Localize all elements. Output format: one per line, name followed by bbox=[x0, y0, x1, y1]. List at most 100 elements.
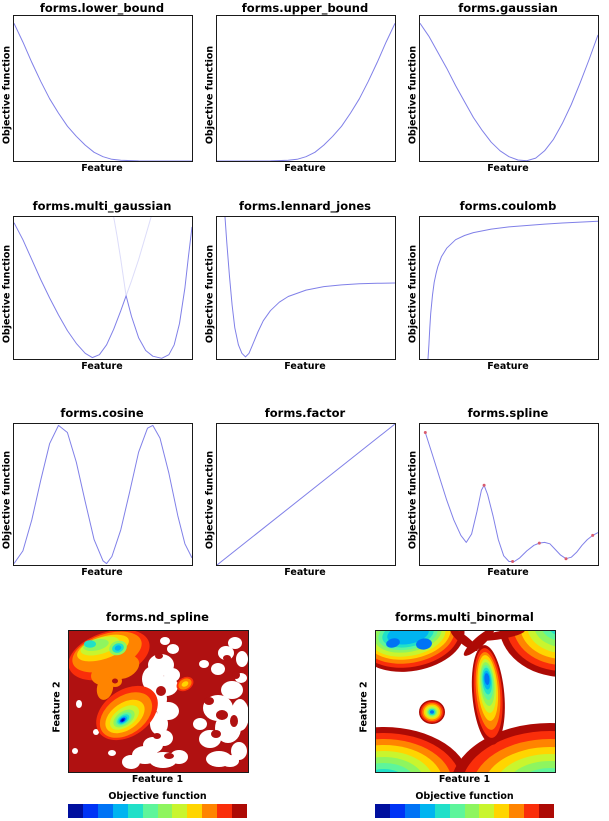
plot-area bbox=[216, 423, 396, 566]
subplot-factor: forms.factor Objective function Feature bbox=[203, 403, 406, 599]
y-axis-label-text: Objective function bbox=[1, 450, 13, 550]
contour-local-dip-donut bbox=[108, 675, 122, 687]
plot-area bbox=[419, 423, 599, 566]
plot-title: forms.lennard_jones bbox=[239, 199, 371, 213]
series-lennard_jones bbox=[224, 217, 395, 358]
series-cosine bbox=[14, 424, 192, 565]
plot-title: forms.lower_bound bbox=[39, 1, 165, 15]
spline-knot-marker bbox=[537, 541, 541, 545]
plot-area bbox=[419, 216, 599, 360]
colorbar-segment bbox=[112, 804, 128, 818]
contour-corner-basin-bottom-right bbox=[453, 723, 555, 772]
colorbar-segment bbox=[202, 804, 218, 818]
colorbar-segment bbox=[172, 804, 188, 818]
plot-area bbox=[419, 15, 599, 162]
contour-red-islands bbox=[153, 653, 240, 759]
subplot-nd-spline: forms.nd_spline Feature 2 bbox=[0, 608, 304, 821]
colorbar-segment bbox=[97, 804, 113, 818]
subplot-cosine: forms.cosine Objective function Feature bbox=[0, 403, 203, 599]
plot-title: forms.upper_bound bbox=[241, 1, 369, 15]
plot-title: forms.multi_binormal bbox=[395, 610, 534, 624]
y-axis-label-text: Objective function bbox=[204, 45, 216, 145]
colorbar-segment bbox=[389, 804, 405, 818]
y-axis-label-text: Objective function bbox=[204, 244, 216, 344]
colorbar-segment bbox=[464, 804, 480, 818]
contour-plot-multi-binormal bbox=[375, 630, 556, 773]
y-axis-label-text: Objective function bbox=[407, 450, 419, 550]
colorbar-segment bbox=[524, 804, 540, 818]
x-axis-label: Feature bbox=[487, 567, 529, 578]
subplot-multi-gaussian: forms.multi_gaussian Objective function … bbox=[0, 196, 203, 392]
subplot-gaussian: forms.gaussian Objective function Featur… bbox=[406, 0, 609, 196]
contour-ridge-bands-top bbox=[450, 631, 525, 656]
x-axis-label: Feature bbox=[81, 163, 123, 174]
contour-global-minimum-basin bbox=[96, 685, 158, 741]
colorbar-segment bbox=[82, 804, 98, 818]
x-axis-label: Feature 1 bbox=[438, 774, 491, 785]
colorbar-segment bbox=[232, 804, 248, 818]
plot-title: forms.gaussian bbox=[458, 1, 558, 15]
subplot-multi-binormal: forms.multi_binormal Feature 2 bbox=[307, 608, 609, 821]
contour-basin-small-ring bbox=[419, 700, 445, 724]
y-axis-label-text: Feature 2 bbox=[51, 681, 63, 733]
y-axis-label-text: Objective function bbox=[1, 244, 13, 344]
contour-local-dip-small bbox=[176, 676, 194, 692]
series-gaussian2_upper_branch bbox=[113, 217, 127, 296]
x-axis-label: Feature bbox=[487, 163, 529, 174]
subplot-lennard-jones: forms.lennard_jones Objective function F… bbox=[203, 196, 406, 392]
plot-title: forms.factor bbox=[264, 406, 346, 420]
plot-area bbox=[216, 15, 396, 162]
x-axis-label: Feature bbox=[284, 163, 326, 174]
plot-area bbox=[13, 423, 193, 566]
contour-basin-upper-left bbox=[69, 631, 150, 700]
x-axis-label: Feature bbox=[81, 567, 123, 578]
series-upper_bound bbox=[217, 23, 395, 161]
x-axis-label: Feature bbox=[284, 567, 326, 578]
x-axis-label: Feature bbox=[487, 361, 529, 372]
subplot-spline: forms.spline Objective function Feature bbox=[406, 403, 609, 599]
series-combined_minimum bbox=[14, 222, 192, 359]
x-axis-label: Feature 1 bbox=[131, 774, 184, 785]
colorbar-label: Objective function bbox=[108, 791, 207, 802]
spline-knot-marker bbox=[482, 483, 486, 487]
colorbar-segment bbox=[494, 804, 510, 818]
subplot-coulomb: forms.coulomb Objective function Feature bbox=[406, 196, 609, 392]
colorbar-segment bbox=[187, 804, 203, 818]
x-axis-label: Feature bbox=[284, 361, 326, 372]
series-gaussian1_upper_branch bbox=[125, 217, 152, 296]
y-axis-label-text: Feature 2 bbox=[358, 681, 370, 733]
colorbar-segment bbox=[142, 804, 158, 818]
series-gaussian_well bbox=[420, 23, 598, 161]
colorbar-segment bbox=[419, 804, 435, 818]
colorbar-segment bbox=[217, 804, 233, 818]
colorbar-segment bbox=[404, 804, 420, 818]
plot-area bbox=[13, 15, 193, 162]
colorbar bbox=[375, 804, 555, 818]
plot-title: forms.nd_spline bbox=[106, 610, 209, 624]
colorbar-segment bbox=[157, 804, 173, 818]
subplot-lower-bound: forms.lower_bound Objective function Fea… bbox=[0, 0, 203, 196]
spline-knot-marker bbox=[591, 533, 595, 537]
series-coulomb bbox=[427, 220, 598, 359]
series-lower_bound bbox=[14, 23, 192, 161]
contour-corner-basin-bottom-left bbox=[376, 727, 469, 772]
plot-area bbox=[13, 216, 193, 360]
plot-title: forms.coulomb bbox=[459, 199, 557, 213]
series-linear_factor bbox=[217, 424, 395, 565]
subplot-upper-bound: forms.upper_bound Objective function Fea… bbox=[203, 0, 406, 196]
spline-knot-marker bbox=[564, 557, 568, 561]
colorbar-segment bbox=[127, 804, 143, 818]
contour-corner-basin-top-right bbox=[499, 631, 555, 677]
spline-knot-marker bbox=[511, 560, 515, 563]
y-axis-label-text: Objective function bbox=[1, 45, 13, 145]
spline-knot-marker bbox=[423, 431, 427, 434]
y-axis-label-text: Objective function bbox=[407, 45, 419, 145]
colorbar-segment bbox=[449, 804, 465, 818]
colorbar-segment bbox=[434, 804, 450, 818]
x-axis-label: Feature bbox=[81, 361, 123, 372]
colorbar-segment bbox=[479, 804, 495, 818]
colorbar-label: Objective function bbox=[415, 791, 514, 802]
colorbar-segment bbox=[375, 804, 390, 818]
y-axis-label-text: Objective function bbox=[407, 244, 419, 344]
colorbar-segment bbox=[68, 804, 83, 818]
